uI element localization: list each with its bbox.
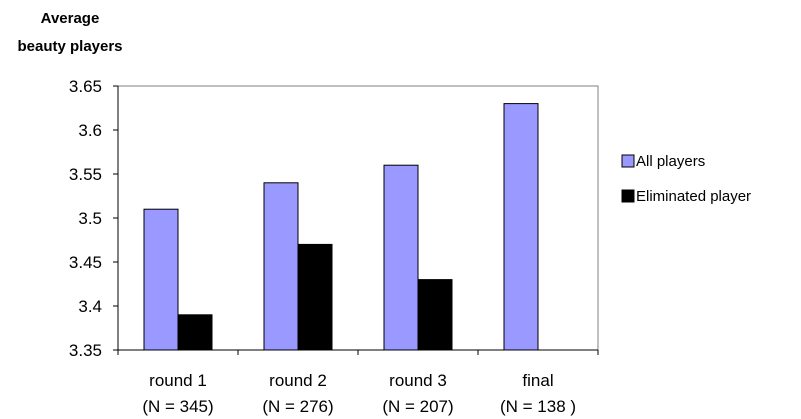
legend-label: All players [636, 153, 705, 170]
legend-label: Eliminated player [636, 188, 751, 205]
category-sublabel: (N = 345) [142, 397, 213, 416]
bar-all-players-3 [383, 164, 419, 351]
y-axis-title-line-1: Average [41, 10, 100, 27]
category-sublabel: (N = 276) [262, 397, 333, 416]
bars [143, 103, 539, 351]
axes [113, 85, 599, 355]
bar-eliminated-player-1 [177, 314, 213, 351]
y-tick-labels: 3.35 3.4 3.45 3.5 3.55 3.6 3.65 [69, 77, 102, 360]
bar-all-players-1 [143, 208, 179, 351]
category-label: final [522, 371, 553, 390]
legend-swatch [621, 189, 635, 203]
y-tick-label: 3.5 [78, 209, 102, 228]
bar-all-players-2 [263, 182, 299, 351]
bar-all-players-4 [503, 103, 539, 351]
category-sublabel: (N = 138 ) [500, 397, 576, 416]
y-tick-label: 3.4 [78, 297, 102, 316]
legend: All players Eliminated player [621, 153, 751, 205]
category-sublabel: (N = 207) [382, 397, 453, 416]
y-tick-label: 3.35 [69, 341, 102, 360]
legend-swatch [621, 154, 635, 168]
y-tick-label: 3.65 [69, 77, 102, 96]
category-label: round 1 [149, 371, 207, 390]
bar-eliminated-player-2 [297, 243, 333, 351]
y-tick-label: 3.6 [78, 121, 102, 140]
bar-eliminated-player-3 [417, 279, 453, 351]
y-axis-title-line-2: beauty players [17, 38, 122, 55]
y-tick-label: 3.55 [69, 165, 102, 184]
y-tick-label: 3.45 [69, 253, 102, 272]
y-axis-title: Average beauty players [17, 10, 122, 55]
x-category-labels: round 1 (N = 345) round 2 (N = 276) round 3 (… [142, 371, 576, 416]
category-label: round 3 [389, 371, 447, 390]
category-label: round 2 [269, 371, 327, 390]
